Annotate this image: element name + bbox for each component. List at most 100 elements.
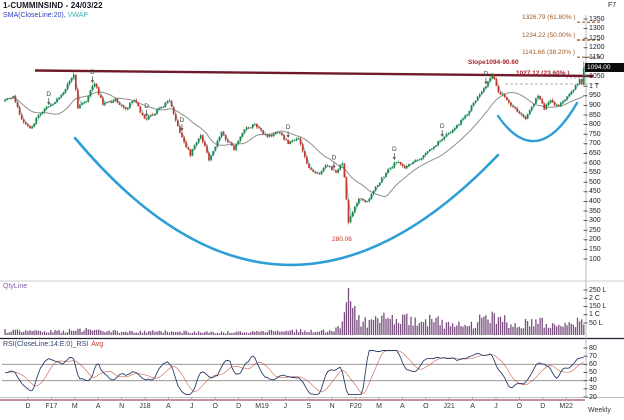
- time-tick-label: J: [494, 402, 498, 410]
- rsi-tick-label: 20: [589, 393, 597, 401]
- rsi-tick-label: 50: [589, 369, 597, 376]
- dividend-marker: D: [440, 123, 445, 138]
- rsi-avg-line: [4, 350, 584, 394]
- time-tick-label: N: [329, 402, 335, 410]
- svg-text:D: D: [180, 117, 185, 124]
- time-tick-label: M22: [559, 402, 573, 410]
- rsi-tick-label: 40: [589, 377, 597, 385]
- dividend-marker: D: [180, 117, 185, 132]
- covid-low-label: 280.06: [332, 236, 352, 243]
- time-tick-label: D: [236, 402, 242, 410]
- time-tick-label: M: [376, 402, 382, 410]
- volume-panel-label[interactable]: QtyLine: [3, 283, 28, 290]
- dividend-marker: D: [332, 155, 337, 169]
- sma-legend-label[interactable]: SMA(CloseLine:20),: [3, 12, 66, 19]
- price-tick-label: 1 T: [589, 82, 599, 90]
- price-tick-label: 400: [589, 197, 601, 205]
- fib-label-dash: [577, 39, 600, 41]
- rsi-tick-label: 30: [589, 385, 597, 393]
- price-tick-label: 350: [589, 207, 601, 215]
- time-tick-label: A: [470, 402, 475, 410]
- svg-text:D: D: [440, 123, 445, 130]
- timeframe-label[interactable]: Weekly: [588, 407, 611, 414]
- dividend-marker: D: [484, 71, 489, 85]
- dividend-marker: D: [90, 69, 95, 84]
- svg-text:D: D: [392, 146, 397, 153]
- rsi-tick-label: 60: [589, 360, 597, 368]
- volume-tick-label: 50 L: [589, 319, 603, 327]
- time-tick-label: A: [166, 402, 171, 410]
- svg-text:D: D: [484, 71, 489, 78]
- volume-tick-label: 2 C: [589, 294, 600, 302]
- price-tick-label: 150: [589, 245, 601, 253]
- time-tick-label: D: [25, 402, 31, 410]
- svg-text:D: D: [144, 103, 149, 110]
- time-tick-label: F20: [349, 402, 362, 410]
- rsi-line: [4, 350, 584, 396]
- volume-tick-label: 250 L: [589, 286, 607, 294]
- sma-line: [4, 91, 585, 198]
- trendline-slope-label: Slope1094-90.60: [468, 59, 519, 66]
- volume-tick-label: 150 L: [589, 303, 607, 310]
- price-tick-label: 1300: [589, 25, 605, 33]
- fib-retracement-label: 1234.22 (50.00% ): [522, 31, 576, 39]
- volume-bars: [4, 288, 585, 335]
- fib-label-dash: [577, 57, 600, 58]
- price-tick-label: 750: [589, 130, 601, 138]
- price-tick-label: 800: [589, 121, 601, 129]
- time-tick-label: A: [95, 402, 101, 410]
- price-tick-label: 650: [589, 149, 601, 157]
- time-tick-label: J: [190, 402, 194, 410]
- time-tick-label: N: [119, 402, 125, 410]
- price-tick-label: 600: [589, 159, 601, 167]
- handle-arc: [496, 101, 579, 143]
- fib-label-dash: [577, 22, 600, 23]
- price-tick-label: 850: [589, 111, 601, 119]
- price-tick-label: 250: [589, 226, 601, 234]
- svg-text:D: D: [90, 69, 95, 76]
- price-tick-label: 100: [589, 255, 601, 263]
- rsi-avg-label: Avg: [91, 341, 104, 348]
- dividend-marker: D: [392, 146, 397, 161]
- time-tick-label: O: [516, 402, 523, 410]
- rsi-panel-label[interactable]: RSI(CloseLine:14:E:0)_RSI Avg: [3, 341, 103, 348]
- symbol-title: 1-CUMMINSIND - 24/03/22: [3, 1, 103, 10]
- resistance-trendline: [34, 69, 594, 78]
- rsi-tick-label: 70: [589, 352, 597, 360]
- time-tick-label: O: [212, 402, 218, 410]
- vwap-line: [4, 76, 585, 218]
- up-candle-bodies: [4, 68, 585, 223]
- price-tick-label: 1350: [589, 15, 605, 23]
- price-tick-label: 550: [589, 169, 601, 177]
- price-tick-label: 900: [589, 101, 601, 109]
- dividend-marker: D: [144, 103, 149, 117]
- price-tick-label: 1150: [589, 53, 605, 61]
- fib-236-label: 1027.12 (23.60% ): [516, 70, 570, 77]
- price-tick-label: 1250: [589, 34, 605, 42]
- time-tick-label: M: [71, 402, 78, 410]
- cup-arc: [73, 136, 500, 267]
- indicator-legend[interactable]: SMA(CloseLine:20), VWAP: [3, 12, 88, 19]
- fib-retracement-label: 1141.66 (38.20% ): [522, 49, 575, 56]
- last-price-box: 1094.00: [585, 63, 624, 72]
- svg-text:D: D: [332, 155, 337, 162]
- price-tick-label: 950: [589, 92, 601, 100]
- time-tick-label: O: [423, 402, 429, 410]
- time-tick-label: F17: [45, 402, 58, 410]
- time-tick-label: A: [400, 402, 405, 410]
- time-tick-label: S: [306, 402, 312, 410]
- time-tick-label: D: [540, 402, 546, 410]
- price-tick-label: 450: [589, 188, 601, 196]
- svg-text:D: D: [286, 124, 291, 131]
- time-tick-label: J18: [139, 402, 151, 410]
- dividend-marker: D: [46, 91, 51, 106]
- down-candle-bodies: [14, 74, 583, 223]
- price-tick-label: 500: [589, 178, 601, 186]
- vwap-legend-label[interactable]: VWAP: [67, 12, 88, 19]
- time-tick-label: J21: [443, 402, 455, 410]
- fib-retracement-label: 1326.79 (61.80% ): [522, 14, 576, 21]
- page-indicator: F7: [608, 2, 617, 9]
- rsi-label-text: RSI(CloseLine:14:E:0)_RSI: [3, 341, 89, 348]
- rsi-tick-label: 80: [589, 344, 597, 352]
